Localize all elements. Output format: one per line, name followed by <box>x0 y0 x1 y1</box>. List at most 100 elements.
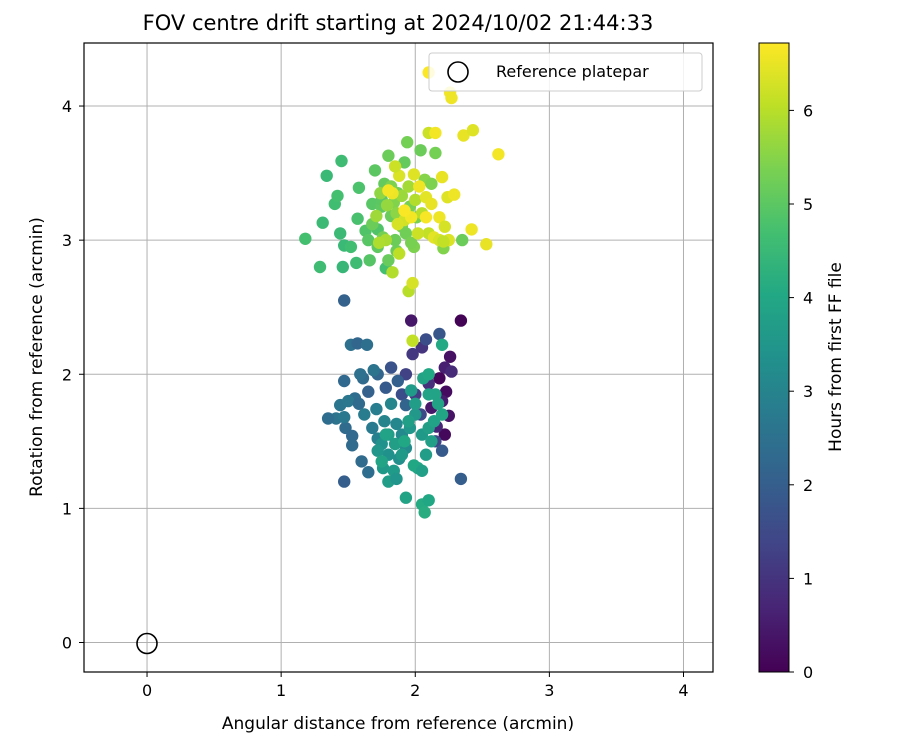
data-point <box>425 197 438 211</box>
data-point <box>393 169 406 182</box>
colorbar-tick-label: 5 <box>803 195 813 214</box>
y-tick-label: 2 <box>62 365 72 384</box>
data-point <box>433 372 446 385</box>
data-point <box>429 146 442 160</box>
data-point <box>368 164 382 177</box>
data-point <box>407 168 421 181</box>
data-point <box>398 204 411 217</box>
legend-box <box>428 52 703 92</box>
data-point <box>338 411 351 424</box>
legend-marker <box>447 61 469 83</box>
data-point <box>406 276 419 290</box>
data-point <box>480 238 493 251</box>
y-axis-ticks: 0 1 2 3 4 <box>62 97 84 652</box>
colorbar-tick-label: 2 <box>803 476 813 495</box>
data-point <box>375 455 388 468</box>
data-point <box>299 232 312 245</box>
data-point <box>338 374 351 388</box>
data-point <box>362 385 375 398</box>
data-point <box>399 227 413 240</box>
data-point <box>316 216 329 229</box>
data-point <box>399 491 413 504</box>
data-point <box>422 494 435 507</box>
data-point <box>398 156 411 169</box>
data-point <box>401 136 414 149</box>
data-point <box>402 415 415 428</box>
data-point <box>382 184 395 197</box>
data-points <box>299 66 505 519</box>
data-point <box>367 364 380 377</box>
data-point <box>384 361 398 374</box>
data-point <box>395 448 409 461</box>
data-point <box>433 211 446 224</box>
data-point <box>386 266 399 279</box>
data-point <box>321 412 335 425</box>
x-axis-ticks: 0 1 2 3 4 <box>142 672 689 700</box>
data-point <box>429 126 442 140</box>
data-point <box>435 408 449 421</box>
data-point <box>338 294 351 307</box>
data-point <box>362 466 375 479</box>
data-point <box>438 428 451 441</box>
x-tick-label: 0 <box>142 681 152 700</box>
data-point <box>393 247 406 260</box>
y-axis-label: Rotation from reference (arcmin) <box>27 217 47 497</box>
data-point <box>405 236 418 249</box>
data-point <box>390 472 403 486</box>
data-point <box>335 154 348 168</box>
data-point <box>378 415 391 428</box>
data-point <box>360 338 374 351</box>
legend: Reference platepar <box>428 52 703 92</box>
data-point <box>431 397 445 410</box>
x-tick-label: 1 <box>276 681 286 700</box>
data-point <box>398 435 411 448</box>
data-point <box>380 199 394 212</box>
data-point <box>419 211 433 224</box>
data-point <box>358 408 371 421</box>
data-point <box>457 129 470 142</box>
data-point <box>399 398 413 412</box>
colorbar-tick-label: 6 <box>803 101 813 120</box>
data-point <box>438 220 451 233</box>
data-point <box>465 223 478 236</box>
data-point <box>388 160 402 173</box>
data-point <box>492 148 505 161</box>
data-point <box>466 124 480 137</box>
data-point <box>391 374 404 388</box>
colorbar: 0 1 2 3 4 5 6 Hours from first FF file <box>758 42 846 682</box>
colorbar-tick-label: 1 <box>803 569 813 588</box>
data-point <box>415 464 429 477</box>
data-point <box>433 327 446 341</box>
data-point <box>435 444 449 457</box>
data-point <box>351 212 364 225</box>
data-point <box>445 91 458 105</box>
data-point <box>342 394 355 408</box>
data-point <box>425 177 438 190</box>
data-point <box>419 333 433 346</box>
data-point <box>405 314 418 327</box>
data-point <box>351 337 364 350</box>
data-point <box>366 197 379 211</box>
data-point <box>355 455 368 468</box>
data-point <box>350 256 363 270</box>
data-point <box>331 189 344 203</box>
data-point <box>409 397 422 410</box>
data-point <box>382 149 395 162</box>
data-point <box>370 402 383 416</box>
data-point <box>435 338 449 351</box>
data-point <box>384 397 398 410</box>
data-point <box>334 227 347 240</box>
data-point <box>346 439 359 452</box>
data-point <box>388 233 402 247</box>
colorbar-tick-label: 3 <box>803 382 813 401</box>
data-point <box>406 334 419 347</box>
x-tick-label: 3 <box>544 681 554 700</box>
data-point <box>406 347 419 361</box>
data-point <box>425 435 438 448</box>
data-point <box>445 365 458 378</box>
x-tick-label: 4 <box>678 681 688 700</box>
colorbar-gradient <box>758 42 790 673</box>
y-tick-label: 4 <box>62 97 72 116</box>
data-point <box>354 368 367 381</box>
